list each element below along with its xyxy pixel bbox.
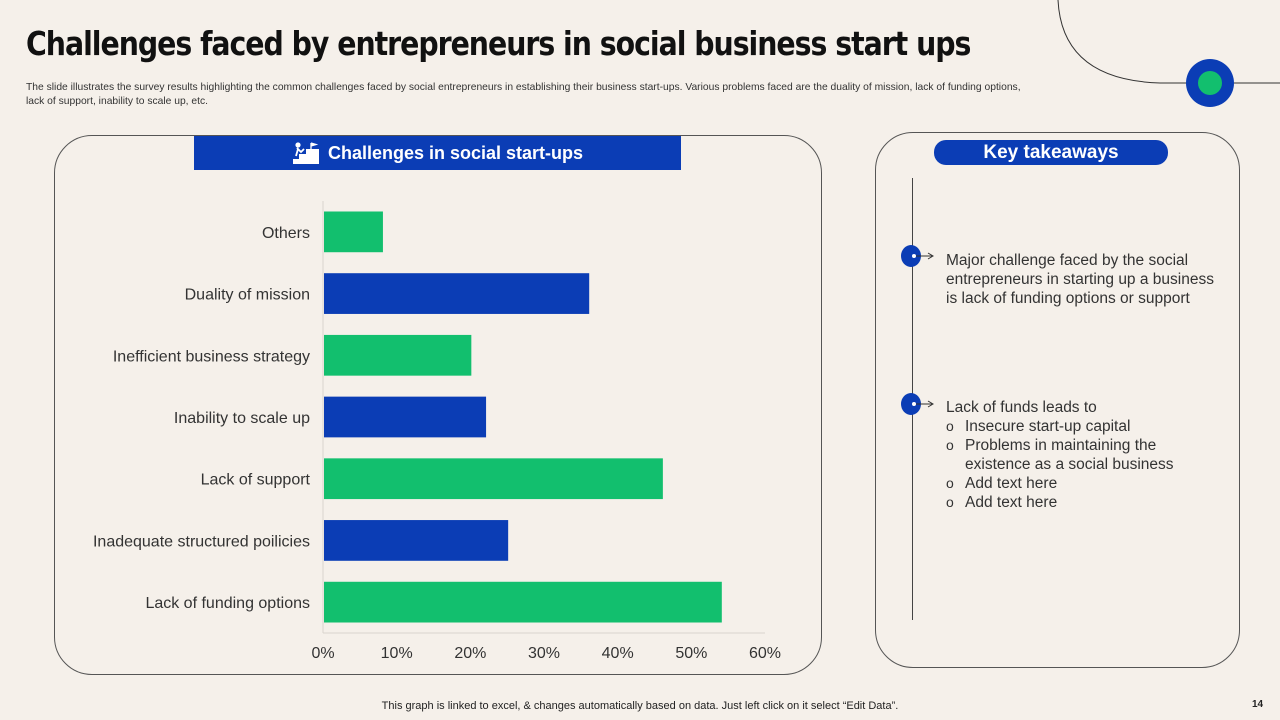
list-item: o Add text here [946,493,1216,512]
stairs-climber-icon [292,142,319,164]
chart-panel [54,135,822,675]
bar [324,211,383,253]
x-tick-label: 0% [311,645,334,662]
list-item-text: Add text here [965,494,1058,511]
list-item: o Add text here [946,474,1216,493]
bullet-icon: o [946,437,954,453]
list-item: o Insecure start-up capital [946,417,1216,436]
bar [324,334,472,376]
takeaways-panel [875,132,1240,668]
x-tick-label: 20% [454,645,486,662]
footer-note: This graph is linked to excel, & changes… [381,700,899,712]
category-label: Others [262,225,310,242]
list-item-text: Insecure start-up capital [965,418,1131,435]
x-tick-label: 40% [602,645,634,662]
slide-subtitle: The slide illustrates the survey results… [26,82,1021,107]
arrow-right-icon [912,252,934,260]
timeline-dot [901,393,921,415]
bullet-icon: o [946,418,954,434]
slide-title: Challenges faced by entrepreneurs in soc… [26,24,971,63]
list-item-text: Problems in maintaining the existence as… [965,437,1174,473]
timeline-dot [901,245,921,267]
x-tick-label: 60% [749,645,781,662]
takeaway-sublist: o Insecure start-up capital o Problems in … [946,417,1216,512]
list-item: o Problems in maintaining the existence a… [946,436,1216,474]
chart-title: Challenges in social start-ups [327,142,584,163]
bar [324,458,663,500]
x-tick-label: 10% [381,645,413,662]
bar [324,520,509,561]
category-label: Lack of funding options [145,595,310,612]
bar [324,273,590,314]
category-label: Inability to scale up [174,410,310,427]
chart-header: Challenges in social start-ups [194,136,681,170]
bullet-icon: o [946,475,954,491]
page-number: 14 [1252,699,1264,710]
x-tick-label: 50% [675,645,707,662]
takeaway-point-1: Major challenge faced by the social entr… [946,252,1214,307]
category-label: Lack of support [201,472,311,489]
category-label: Duality of mission [185,287,310,304]
category-label: Inadequate structured poilicies [93,533,310,550]
arrow-right-icon [912,400,934,408]
takeaway-point-2-intro: Lack of funds leads to [946,399,1097,416]
list-item-text: Add text here [965,475,1058,492]
x-tick-label: 30% [528,645,560,662]
bullet-icon: o [946,494,954,510]
bar [324,581,722,623]
category-label: Inefficient business strategy [113,348,310,365]
takeaway-point-2: Lack of funds leads to o Insecure start-u… [946,398,1216,512]
bar [324,396,487,438]
takeaways-title: Key takeaways [934,140,1168,165]
decorative-circle-icon [1186,59,1234,107]
